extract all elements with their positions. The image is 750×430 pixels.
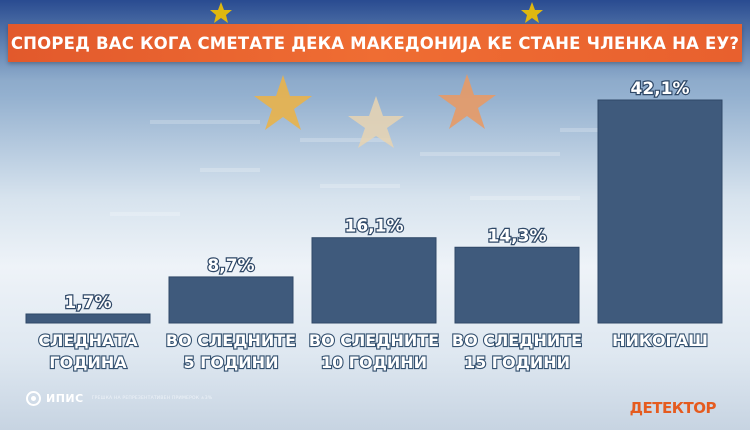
detektor-logo: ДЕТЕКТОР [629,399,717,417]
ipis-logo-icon [26,391,41,406]
category-label: ГОДИНА [49,353,127,372]
chart-title: СПОРЕД ВАС КОГА СМЕТАТЕ ДЕКА МАКЕДОНИЈА … [10,33,740,53]
category-label: 5 ГОДИНИ [184,353,279,372]
data-label: 8,7% [207,256,254,276]
category-label: ВО СЛЕДНИТЕ [309,331,439,350]
bar [311,237,437,324]
category-label: ВО СЛЕДНИТЕ [166,331,296,350]
star-icon [521,2,543,23]
data-label: 1,7% [64,293,111,313]
star-icon [210,2,232,23]
source-name: ИПИС [46,392,84,405]
data-label: 14,3% [488,226,547,246]
category-label: СЛЕДНАТА [38,331,138,350]
source-note: ГРЕШКА НА РЕПРЕЗЕНТАТИВЕН ПРИМЕРОК ±3% [91,396,213,401]
bar [597,99,723,324]
star-icon [348,96,404,148]
category-label: 10 ГОДИНИ [321,353,427,372]
data-label: 42,1% [631,79,690,99]
bar [454,246,580,324]
title-bar: СПОРЕД ВАС КОГА СМЕТАТЕ ДЕКА МАКЕДОНИЈА … [8,24,742,62]
bar [168,276,294,324]
category-label: НИКОГАШ [612,331,708,350]
star-icon [438,74,496,129]
bar [25,313,151,324]
category-label: ВО СЛЕДНИТЕ [452,331,582,350]
source-footer: ИПИС ГРЕШКА НА РЕПРЕЗЕНТАТИВЕН ПРИМЕРОК … [26,391,212,406]
data-label: 16,1% [345,217,404,237]
category-label: 15 ГОДИНИ [464,353,570,372]
star-icon [254,75,312,130]
